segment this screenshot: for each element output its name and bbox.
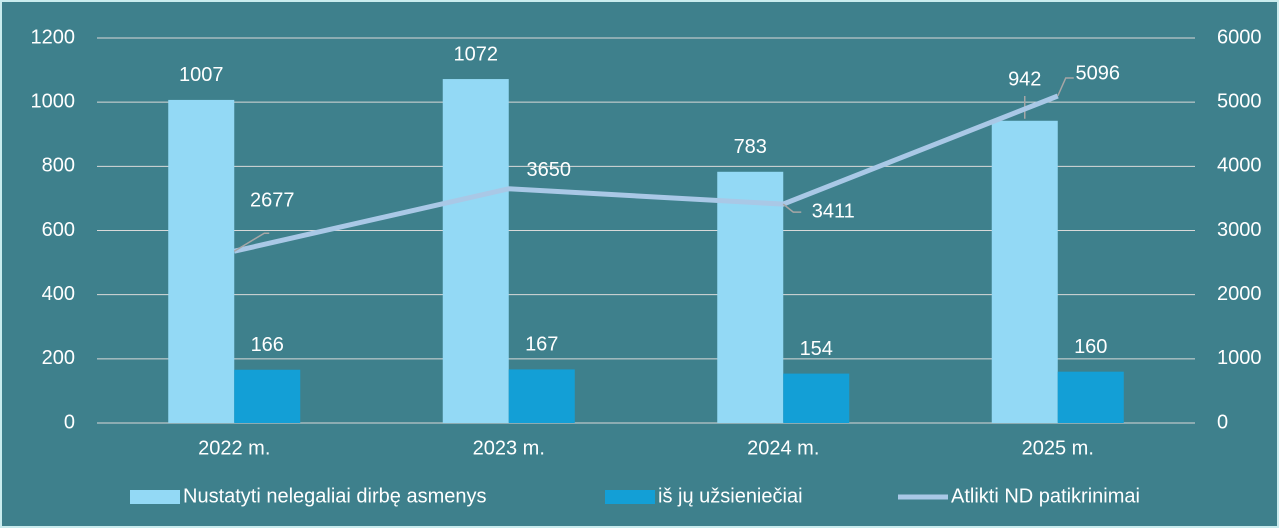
y-tick-label: 800 <box>42 155 75 177</box>
y-tick-label: 400 <box>42 283 75 305</box>
bar <box>442 79 509 424</box>
y-tick-label: 1000 <box>31 90 76 112</box>
data-label: 942 <box>1008 68 1041 90</box>
data-label: 1007 <box>179 64 224 86</box>
legend-swatch <box>130 490 180 504</box>
bar <box>234 369 301 423</box>
leader-line <box>233 232 270 252</box>
line <box>233 93 1059 254</box>
legend-label: Nustatyti nelegaliai dirbę asmenys <box>183 485 487 507</box>
bar <box>508 369 575 423</box>
legend-swatch <box>605 490 655 504</box>
y2-tick-label: 5000 <box>1217 90 1262 112</box>
x-tick-label: 2022 m. <box>198 437 270 459</box>
bar <box>783 373 850 423</box>
leader-line <box>782 203 802 213</box>
y2-tick-label: 6000 <box>1217 26 1262 48</box>
y2-tick-label: 3000 <box>1217 219 1262 241</box>
y2-tick-label: 1000 <box>1217 347 1262 369</box>
data-label: 166 <box>251 334 284 356</box>
x-tick-label: 2023 m. <box>473 437 545 459</box>
bar <box>991 120 1058 424</box>
y2-tick-label: 4000 <box>1217 155 1262 177</box>
bar <box>1057 371 1124 423</box>
x-tick-label: 2025 m. <box>1022 437 1094 459</box>
y2-tick-label: 2000 <box>1217 283 1262 305</box>
x-tick-label: 2024 m. <box>747 437 819 459</box>
data-label: 3411 <box>812 200 855 222</box>
bar <box>168 99 235 423</box>
data-label: 154 <box>800 338 833 360</box>
y-tick-label: 200 <box>42 347 75 369</box>
y-tick-label: 1200 <box>31 26 76 48</box>
bar <box>717 171 784 423</box>
leader-line <box>1057 77 1074 97</box>
data-label: 783 <box>734 136 767 158</box>
y2-tick-label: 0 <box>1217 411 1228 433</box>
data-label: 1072 <box>454 43 499 65</box>
data-label: 2677 <box>250 190 295 212</box>
data-label: 167 <box>525 334 558 356</box>
data-label: 3650 <box>527 159 572 181</box>
legend-label: Atlikti ND patikrinimai <box>951 485 1140 507</box>
y-tick-label: 0 <box>64 411 75 433</box>
legend-label: iš jų užsieniečiai <box>658 485 803 507</box>
y-tick-label: 600 <box>42 219 75 241</box>
data-label: 5096 <box>1076 62 1121 84</box>
data-label: 160 <box>1074 336 1107 358</box>
